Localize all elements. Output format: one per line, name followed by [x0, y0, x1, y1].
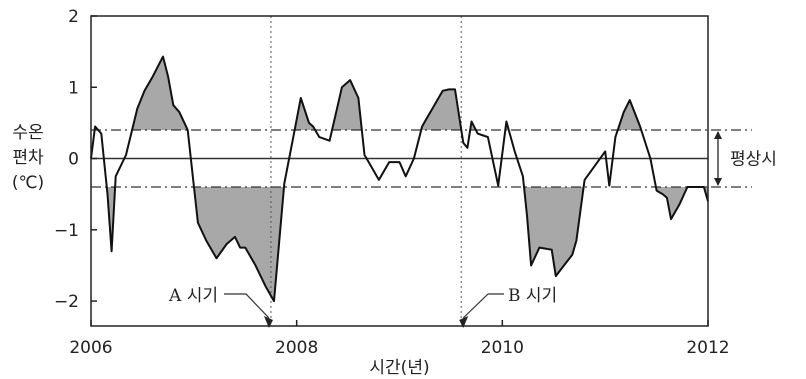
- normal-range-label: 평상시: [730, 150, 777, 170]
- x-axis-label: 시간(년): [369, 358, 429, 378]
- y-axis-label-line: (℃): [12, 173, 44, 193]
- annotation-leader-b: [462, 293, 504, 319]
- y-tick-label: −2: [54, 292, 79, 312]
- anomaly-fill-layer: [94, 56, 708, 302]
- sea-temperature-anomaly-line: [90, 55, 709, 303]
- y-axis-label-line: 편차: [12, 148, 44, 168]
- normal-range-arrowhead-up: [714, 131, 722, 140]
- warm-anomaly-fill: [421, 89, 462, 130]
- series-layer: [90, 55, 709, 303]
- warm-anomaly-fill: [332, 80, 362, 130]
- cold-anomaly-fill: [524, 187, 584, 277]
- x-tick-label: 2010: [481, 338, 524, 358]
- y-tick-label: 1: [68, 78, 79, 98]
- y-tick-label: 2: [68, 7, 79, 27]
- y-axis-label-line: 수온: [12, 123, 43, 143]
- annotation-label-b: B 시기: [508, 286, 557, 306]
- annotation-arrowhead-a: [263, 316, 273, 328]
- warm-anomaly-fill: [132, 56, 188, 130]
- annotation-label-a: A 시기: [168, 286, 218, 306]
- warm-anomaly-fill: [617, 100, 642, 130]
- y-tick-label: 0: [68, 150, 79, 170]
- x-tick-label: 2008: [275, 338, 318, 358]
- y-tick-label: −1: [54, 221, 79, 241]
- annotation-arrowhead-b: [459, 316, 469, 328]
- normal-range-arrowhead-down: [714, 178, 722, 187]
- annotation-leader-a: [224, 293, 270, 319]
- plot-frame: [90, 15, 709, 327]
- x-tick-label: 2006: [69, 338, 112, 358]
- x-tick-label: 2012: [686, 338, 729, 358]
- axis-layer: [90, 15, 722, 328]
